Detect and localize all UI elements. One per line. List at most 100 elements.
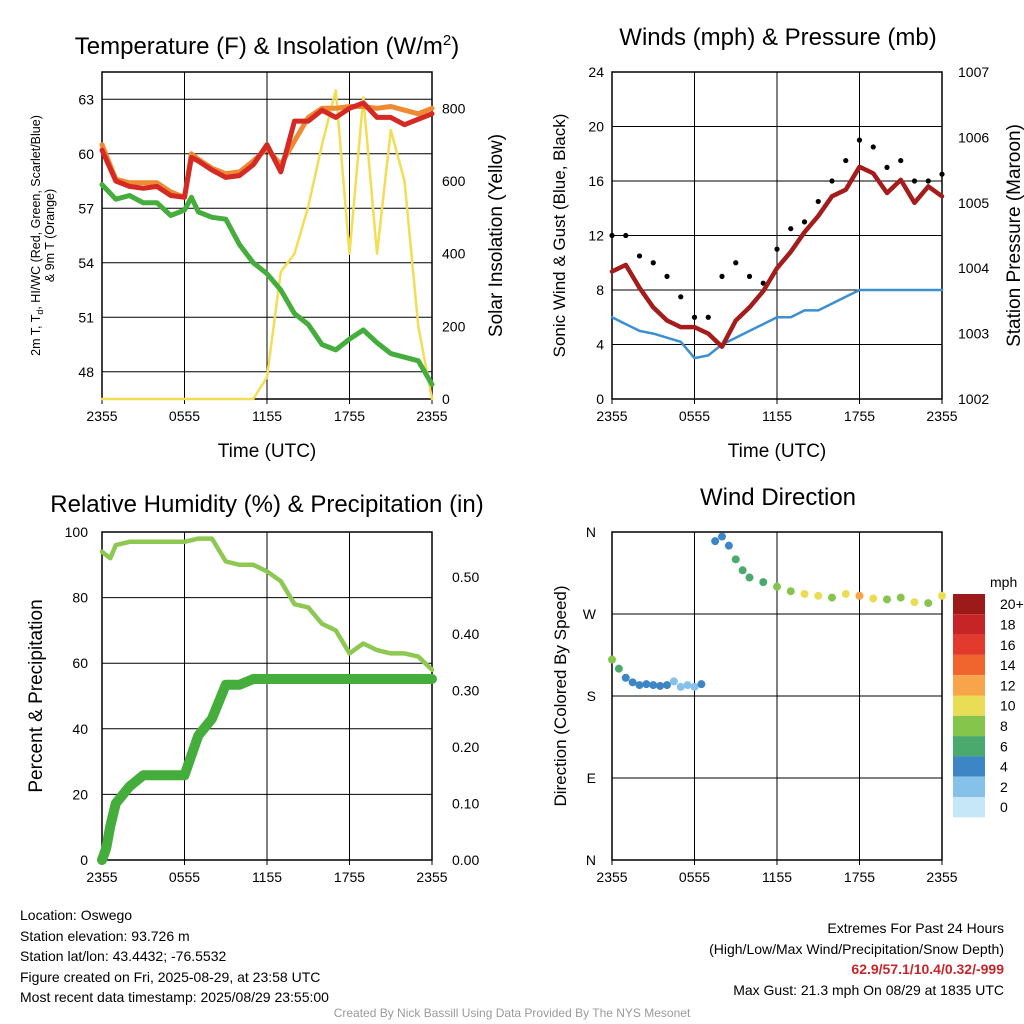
extremes-info: Extremes For Past 24 Hours (High/Low/Max…: [709, 918, 1004, 1000]
y-tick-label: 16: [588, 173, 604, 189]
direction-point: [718, 532, 726, 541]
legend-label: 14: [1000, 657, 1016, 673]
gust-point: [815, 198, 821, 205]
y-tick-label: S: [587, 688, 596, 704]
direction-point: [676, 682, 685, 691]
x-tick-label: 2355: [596, 408, 627, 424]
y-tick-label: 54: [78, 255, 94, 271]
y-tick-label: 4: [596, 337, 604, 353]
y-tick-label: 40: [72, 721, 88, 737]
x-tick-label: 0555: [679, 408, 710, 424]
y-tick-label: E: [587, 770, 596, 786]
direction-point: [683, 681, 692, 690]
gust-point: [843, 157, 849, 164]
x-tick-label: 1755: [334, 408, 365, 424]
credit-line: Created By Nick Bassill Using Data Provi…: [333, 1006, 691, 1020]
elevation-text: Station elevation: 93.726 m: [20, 927, 190, 944]
direction-point: [800, 589, 809, 598]
x-tick-label: 2355: [596, 869, 627, 885]
gust-point: [939, 171, 945, 177]
y2-tick-label: 0.00: [452, 852, 479, 868]
legend-swatch: [953, 756, 985, 777]
direction-point: [759, 578, 768, 587]
direction-point: [786, 587, 795, 596]
y-axis-label: Direction (Colored By Speed): [551, 585, 570, 806]
gust-point: [774, 246, 780, 252]
y2-tick-label: 400: [442, 246, 466, 262]
max-gust-text: Max Gust: 21.3 mph On 08/29 at 1835 UTC: [733, 981, 1004, 998]
created-text: Figure created on Fri, 2025-08-29, at 23…: [20, 968, 321, 985]
x-axis-label: Time (UTC): [728, 441, 827, 462]
series-2m-t: [99, 100, 435, 200]
panel-humidity: 2355 0555 1155 1755 2355 Relative Humidity (%…: [26, 491, 484, 885]
legend-label: 8: [1000, 718, 1008, 734]
direction-point: [745, 573, 754, 582]
direction-point: [621, 673, 630, 682]
direction-point: [883, 595, 891, 604]
legend-label: 18: [1000, 616, 1016, 632]
location-text: Location: Oswego: [20, 907, 133, 923]
recent-data-text: Most recent data timestamp: 2025/08/29 2…: [20, 989, 329, 1005]
gust-point: [623, 232, 629, 239]
legend-swatch: [953, 634, 985, 655]
direction-point: [642, 680, 651, 689]
direction-point: [731, 555, 740, 564]
legend-swatch: [953, 654, 985, 676]
gust-point: [911, 178, 918, 184]
y2-tick-label: 0.30: [452, 682, 479, 698]
y2-tick-label: 1004: [958, 260, 989, 276]
series-sonic-wind: [610, 288, 944, 360]
legend-label: 0: [1000, 799, 1008, 815]
gust-point: [691, 314, 698, 320]
legend-label: 4: [1000, 759, 1008, 775]
direction-point: [724, 541, 733, 550]
direction-point: [628, 678, 637, 687]
extremes-title: Extremes For Past 24 Hours: [827, 920, 1004, 936]
direction-point: [910, 598, 919, 607]
gust-point: [678, 294, 684, 300]
legend-swatch: [953, 776, 985, 797]
direction-point: [773, 582, 781, 591]
direction-point: [656, 681, 665, 690]
extremes-legend: (High/Low/Max Wind/Precipitation/Snow De…: [709, 940, 1004, 957]
gust-point: [719, 273, 725, 279]
gust-point: [925, 178, 931, 184]
x-tick-label: 1155: [252, 869, 282, 885]
y-tick-label: 63: [78, 91, 94, 107]
gust-point: [898, 157, 904, 164]
x-axis-label: Time (UTC): [218, 441, 317, 462]
legend-label: 20+: [1000, 596, 1024, 612]
gust-point: [650, 260, 656, 266]
direction-point: [869, 594, 878, 603]
direction-point: [697, 680, 706, 689]
legend-swatch: [953, 736, 985, 757]
x-tick-label: 1755: [334, 869, 365, 885]
chart-title: Relative Humidity (%) & Precipitation (i…: [50, 491, 483, 518]
gust-point: [760, 280, 766, 286]
direction-point: [814, 591, 823, 600]
extremes-values: 62.9/57.1/10.4/0.32/-999: [851, 961, 1004, 977]
latlon-text: Station lat/lon: 43.4432; -76.5532: [20, 948, 227, 964]
y2-tick-label: 0.10: [452, 795, 479, 811]
series-precipitation: [97, 674, 437, 865]
y2-tick-label: 0.40: [452, 626, 479, 642]
series-station-pressure: [609, 164, 945, 349]
y-tick-label: 48: [78, 364, 94, 380]
series-td: [99, 182, 435, 387]
legend-label: 12: [1000, 677, 1016, 693]
y-tick-label: 20: [72, 786, 88, 802]
y-tick-label: 0: [80, 852, 88, 868]
direction-point: [896, 593, 905, 602]
panel-direction: 2355 0555 1155 1755 2355 Wind Direction N E S W N D…: [551, 484, 1024, 885]
x-tick-label: 2355: [416, 869, 447, 885]
y-tick-label: 80: [72, 590, 88, 606]
y-tick-label: N: [586, 524, 596, 540]
legend-swatch: [953, 675, 985, 696]
y2-tick-label: 1003: [958, 326, 989, 342]
y-tick-label: 20: [588, 119, 604, 135]
x-tick-label: 1755: [844, 408, 875, 424]
x-tick-label: 1155: [762, 408, 792, 424]
y2-tick-label: 1007: [958, 64, 989, 80]
panel-winds: 2355 0555 1155 1755 2355 Winds (mph) & Pressu…: [550, 24, 1024, 462]
